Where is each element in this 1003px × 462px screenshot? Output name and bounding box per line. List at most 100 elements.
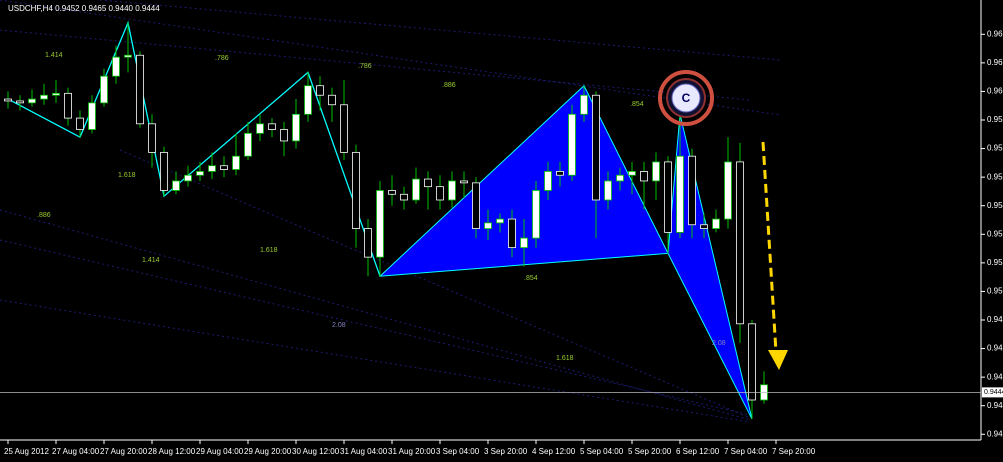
y-tick-label: 0.959	[987, 115, 1003, 124]
x-tick-label: 27 Aug 04:00	[52, 447, 100, 456]
candle-body	[340, 104, 348, 153]
pattern-badge	[671, 83, 701, 113]
x-tick-label: 31 Aug 20:00	[388, 447, 436, 456]
candle-body	[376, 190, 384, 258]
candle-body	[748, 323, 756, 401]
fib-label: 1.618	[118, 172, 136, 179]
y-tick-label: 0.951	[987, 258, 1003, 267]
candle-body	[544, 171, 552, 191]
fib-label: .786	[358, 63, 372, 70]
candle-body	[688, 155, 696, 226]
candle-body	[304, 85, 312, 115]
candle-body	[460, 180, 468, 184]
candle-body	[124, 54, 132, 58]
y-tick-label: 0.956	[987, 172, 1003, 181]
candle-body	[4, 98, 12, 102]
x-tick-label: 30 Aug 12:00	[292, 447, 340, 456]
x-tick-label: 29 Aug 20:00	[244, 447, 292, 456]
candle-body	[196, 171, 204, 176]
candle-body	[316, 85, 324, 96]
x-tick-label: 5 Sep 04:00	[580, 447, 624, 456]
candle-body	[400, 193, 408, 201]
fib-label: 1.618	[556, 355, 574, 362]
x-tick-label: 4 Sep 12:00	[532, 447, 576, 456]
x-tick-label: 7 Sep 20:00	[772, 447, 816, 456]
candle-body	[364, 228, 372, 258]
candle-body	[352, 151, 360, 229]
y-tick-label: 0.942	[987, 429, 1003, 438]
candle-body	[76, 117, 84, 130]
x-tick-label: 7 Sep 04:00	[724, 447, 768, 456]
candle-body	[256, 123, 264, 134]
candle-body	[532, 190, 540, 239]
chart-title: USDCHF,H4 0.9452 0.9465 0.9440 0.9444	[8, 4, 160, 13]
candle-body	[616, 174, 624, 182]
candle-body	[292, 113, 300, 142]
candle-body	[280, 129, 288, 142]
x-tick-label: 3 Sep 04:00	[436, 447, 480, 456]
candle-body	[628, 171, 636, 176]
candle-body	[472, 182, 480, 229]
pattern-label: C	[682, 91, 691, 105]
x-tick-label: 28 Aug 12:00	[148, 447, 196, 456]
candle-body	[172, 180, 180, 191]
candle-body	[436, 186, 444, 201]
candle-body	[652, 161, 660, 182]
x-tick-label: 5 Sep 20:00	[628, 447, 672, 456]
candle-body	[580, 94, 588, 115]
candle-body	[496, 218, 504, 224]
candle-body	[712, 218, 720, 229]
candle-body	[520, 237, 528, 249]
candle-body	[232, 155, 240, 170]
y-tick-label: 0.957	[987, 144, 1003, 153]
x-tick-label: 6 Sep 12:00	[676, 447, 720, 456]
candle-body	[112, 56, 120, 77]
candle-body	[676, 155, 684, 233]
fib-label: .854	[630, 101, 644, 108]
candle-body	[508, 218, 516, 249]
candle-body	[40, 94, 48, 100]
candle-body	[100, 75, 108, 104]
last-price-label: 0.9444	[984, 389, 1003, 396]
candle-body	[16, 100, 24, 104]
y-tick-label: 0.948	[987, 315, 1003, 324]
candle-body	[244, 132, 252, 157]
candle-body	[664, 161, 672, 233]
candle-body	[388, 190, 396, 195]
fib-label: 1.618	[260, 247, 278, 254]
fib-label: 1.414	[142, 257, 160, 264]
candle-body	[136, 54, 144, 125]
candle-body	[52, 92, 60, 96]
candle-body	[736, 161, 744, 325]
x-tick-label: 25 Aug 2012	[4, 447, 49, 456]
y-tick-label: 0.945	[987, 372, 1003, 381]
candle-body	[640, 171, 648, 182]
x-tick-label: 31 Aug 04:00	[340, 447, 388, 456]
fib-label: .886	[37, 212, 51, 219]
candle-body	[148, 123, 156, 153]
fib-label: 2.08	[332, 322, 346, 329]
candle-body	[604, 180, 612, 201]
candle-body	[484, 222, 492, 229]
fib-lines	[0, 0, 781, 423]
last-price-box	[982, 387, 1003, 398]
candle-body	[412, 178, 420, 201]
candle-body	[724, 161, 732, 220]
candle-body	[268, 123, 276, 130]
y-tick-label: 0.962	[987, 58, 1003, 67]
candle-body	[448, 180, 456, 201]
candle-body	[328, 94, 336, 106]
y-tick-label: 0.950	[987, 287, 1003, 296]
candle-body	[28, 98, 36, 104]
fib-label: 2.08	[712, 340, 726, 347]
x-tick-label: 29 Aug 04:00	[196, 447, 244, 456]
fib-label: .786	[215, 55, 229, 62]
y-tick-label: 0.954	[987, 201, 1003, 210]
candle-body	[700, 224, 708, 229]
x-tick-label: 27 Aug 20:00	[100, 447, 148, 456]
y-tick-label: 0.963	[987, 29, 1003, 38]
candle-body	[568, 113, 576, 176]
y-tick-label: 0.953	[987, 229, 1003, 238]
trend-arrow	[761, 141, 778, 353]
